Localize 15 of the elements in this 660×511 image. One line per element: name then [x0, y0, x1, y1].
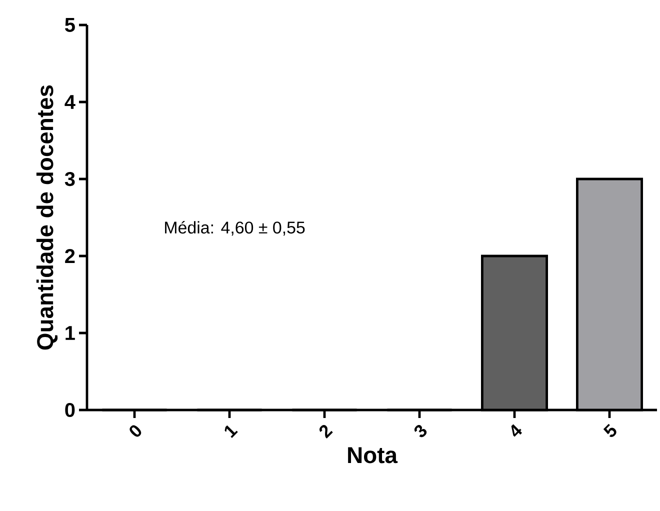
y-tick-label: 3	[64, 172, 75, 186]
y-tick-label: 1	[66, 326, 75, 340]
x-tick-label: 5	[603, 424, 616, 437]
y-tick-label: 0	[65, 402, 75, 418]
x-tick-label: 1	[224, 425, 238, 438]
x-tick-label: 0	[130, 425, 142, 437]
x-tick-label: 2	[319, 425, 333, 438]
y-tick-label: 5	[65, 18, 75, 32]
y-axis-title: Quantidade de docentes	[36, 85, 58, 350]
x-tick-label: 3	[414, 425, 427, 438]
x-axis-title: Nota	[348, 447, 398, 464]
x-tick-label: 4	[511, 424, 522, 437]
y-tick-label: 4	[64, 95, 76, 109]
y-tick-label: 2	[65, 249, 75, 263]
annotation: Média: 4,60 ± 0,55	[165, 220, 305, 236]
